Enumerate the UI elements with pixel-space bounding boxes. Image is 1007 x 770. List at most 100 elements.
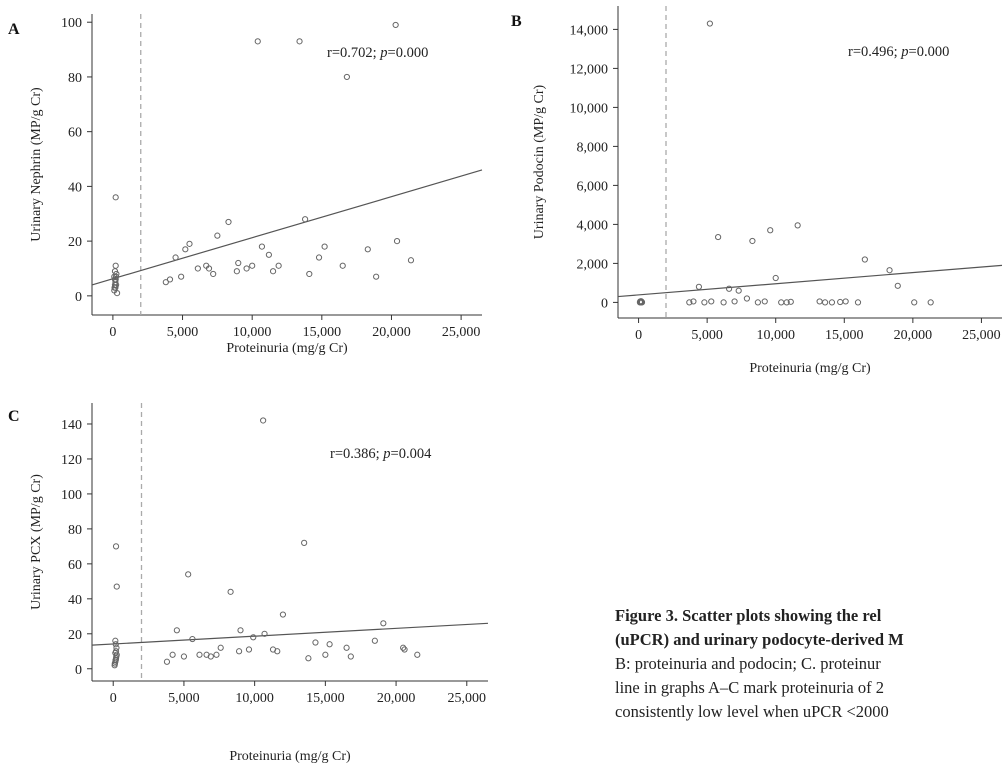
y-tick-label: 120 xyxy=(61,453,82,468)
data-point xyxy=(783,299,790,306)
y-axis-title: Urinary Podocin (MP/g Cr) xyxy=(532,84,547,239)
x-tick-label: 5,000 xyxy=(168,691,200,706)
data-point xyxy=(112,284,119,291)
data-point xyxy=(735,287,742,294)
x-tick-label: 0 xyxy=(110,691,117,706)
data-point xyxy=(787,298,794,305)
data-point xyxy=(186,240,193,247)
x-tick-label: 5,000 xyxy=(167,325,199,340)
regression-line xyxy=(91,622,489,646)
y-tick-label: 60 xyxy=(68,126,82,141)
x-tick-label: 15,000 xyxy=(306,691,345,706)
data-point xyxy=(401,646,408,653)
data-point xyxy=(112,656,119,664)
x-tick-label: 20,000 xyxy=(377,691,416,706)
data-point xyxy=(816,298,823,305)
data-point xyxy=(265,251,272,258)
x-tick-label: 15,000 xyxy=(303,325,342,340)
y-tick-label: 0 xyxy=(75,290,82,305)
data-point xyxy=(706,20,713,27)
data-point xyxy=(112,262,119,269)
y-tick-label: 60 xyxy=(68,558,82,573)
data-point xyxy=(196,651,203,658)
data-point xyxy=(189,635,196,643)
x-tick-label: 0 xyxy=(635,328,642,343)
y-tick-label: 0 xyxy=(601,296,608,311)
panel-a: A 0 5,000 10,000 15,000 20,000 25,000 0 20 40 60 80… xyxy=(8,14,483,356)
x-tick-label: 10,000 xyxy=(235,691,274,706)
data-point xyxy=(245,646,253,653)
data-point xyxy=(178,273,185,280)
y-tick-label: 2,000 xyxy=(577,257,609,272)
y-tick-label: 100 xyxy=(61,488,82,503)
panel-letter-b: B xyxy=(511,13,522,30)
data-point xyxy=(638,298,645,306)
data-point xyxy=(720,299,727,306)
data-point xyxy=(113,290,121,297)
data-point xyxy=(210,270,217,278)
x-axis-title: Proteinuria (mg/g Cr) xyxy=(226,341,348,356)
data-point xyxy=(194,265,201,272)
data-point xyxy=(414,651,421,658)
data-point xyxy=(113,583,120,590)
data-point xyxy=(258,243,266,250)
data-point xyxy=(373,273,380,280)
data-point xyxy=(250,634,257,641)
data-point xyxy=(213,651,220,658)
data-point xyxy=(254,38,261,45)
data-point xyxy=(886,267,893,274)
correlation-annotation: r=0.702; p=0.000 xyxy=(327,45,428,61)
data-point xyxy=(182,246,189,253)
data-point xyxy=(185,571,192,578)
y-tick-label: 80 xyxy=(68,71,82,86)
data-point xyxy=(842,298,849,305)
data-point xyxy=(112,641,119,648)
data-point xyxy=(279,611,287,618)
data-point xyxy=(113,644,120,651)
data-point xyxy=(274,648,281,655)
r-value: r=0.386; xyxy=(330,446,383,462)
y-tick-label: 12,000 xyxy=(570,62,609,77)
y-tick-label: 6,000 xyxy=(577,179,609,194)
data-point xyxy=(392,21,399,29)
data-point xyxy=(237,627,244,634)
data-point xyxy=(400,644,407,651)
data-point xyxy=(301,539,308,546)
data-point xyxy=(701,299,708,306)
data-point xyxy=(205,265,213,272)
data-point xyxy=(180,653,188,660)
data-point xyxy=(260,417,267,424)
data-point xyxy=(725,285,733,292)
data-point xyxy=(111,660,119,667)
data-point xyxy=(731,298,738,305)
caption-title-line-1: Figure 3. Scatter plots showing the rel xyxy=(615,606,882,625)
data-point xyxy=(772,274,779,282)
figure-caption: Figure 3. Scatter plots showing the rel … xyxy=(615,604,1007,724)
x-tick-label: 20,000 xyxy=(372,325,411,340)
r-value: r=0.702; xyxy=(327,45,380,61)
p-symbol: p xyxy=(382,446,390,462)
data-point xyxy=(163,658,171,665)
data-point xyxy=(794,222,801,229)
p-value: =0.000 xyxy=(388,45,429,61)
data-point xyxy=(911,299,918,306)
data-point xyxy=(261,630,268,637)
data-point xyxy=(275,262,282,269)
data-point xyxy=(296,38,303,45)
y-axis-title: Urinary PCX (MP/g Cr) xyxy=(29,474,44,610)
x-tick-label: 25,000 xyxy=(962,328,1001,343)
p-value: =0.000 xyxy=(909,44,950,60)
y-tick-label: 8,000 xyxy=(577,140,609,155)
x-tick-label: 10,000 xyxy=(756,328,795,343)
data-point xyxy=(112,194,119,201)
data-point xyxy=(339,262,346,269)
p-symbol: p xyxy=(379,45,387,61)
data-point xyxy=(172,254,179,261)
panel-letter-c: C xyxy=(8,408,20,425)
x-axis-title: Proteinuria (mg/g Cr) xyxy=(749,361,871,376)
panel-letter-a: A xyxy=(8,21,20,38)
data-point xyxy=(347,653,354,660)
y-tick-label: 40 xyxy=(68,180,82,195)
data-point xyxy=(233,268,240,275)
data-point xyxy=(343,644,350,651)
